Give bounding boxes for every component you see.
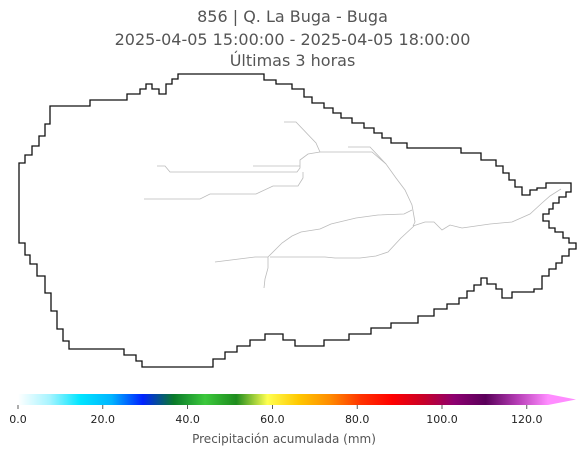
colorbar-tick-label: 0.0	[9, 413, 27, 426]
colorbar-gradient	[18, 394, 548, 405]
colorbar-tick-label: 80.0	[345, 413, 370, 426]
river-segment	[461, 188, 562, 229]
colorbar: 0.0 20.0 40.0 60.0 80.0 100.0 120.0 Precipitac…	[9, 394, 576, 446]
river-network	[144, 121, 562, 289]
colorbar-tick-label: 100.0	[426, 413, 458, 426]
colorbar-extend-arrow	[548, 394, 576, 405]
colorbar-tick-label: 40.0	[175, 413, 200, 426]
river-segment	[157, 151, 416, 227]
map-title-line3: Últimas 3 horas	[229, 51, 356, 70]
colorbar-tick-label: 20.0	[91, 413, 116, 426]
river-segment	[144, 172, 304, 200]
colorbar-label: Precipitación acumulada (mm)	[192, 432, 376, 446]
river-segment	[214, 256, 269, 289]
colorbar-tick-label: 120.0	[511, 413, 543, 426]
river-segment	[348, 146, 387, 165]
river-segment	[270, 225, 415, 259]
map-title-line1: 856 | Q. La Buga - Buga	[197, 7, 388, 26]
river-segment	[267, 209, 413, 258]
colorbar-tick-label: 60.0	[260, 413, 285, 426]
basin-outline	[18, 73, 577, 368]
map-title-line2: 2025-04-05 15:00:00 - 2025-04-05 18:00:0…	[114, 30, 471, 49]
river-segment	[284, 121, 321, 153]
river-segment	[412, 221, 463, 231]
colorbar-ticks: 0.0 20.0 40.0 60.0 80.0 100.0 120.0	[9, 405, 543, 426]
